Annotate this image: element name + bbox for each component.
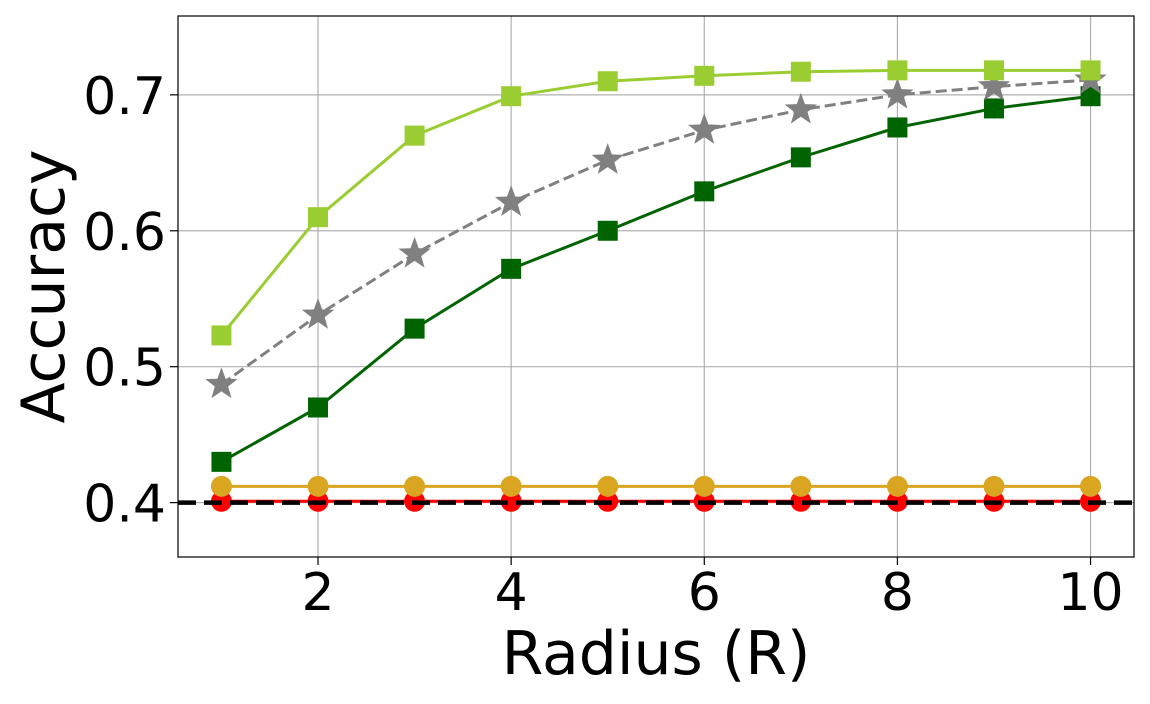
data-point bbox=[307, 475, 329, 497]
data-point bbox=[790, 475, 812, 497]
x-tick-label: 4 bbox=[495, 563, 528, 623]
data-point bbox=[404, 125, 425, 146]
y-tick-label: 0.5 bbox=[83, 339, 166, 399]
y-tick-layer: 0.4 0.5 0.6 0.7 bbox=[83, 67, 178, 535]
x-tick-layer: 2 4 6 8 10 bbox=[301, 557, 1124, 623]
data-point bbox=[597, 71, 618, 92]
x-tick-label: 10 bbox=[1057, 563, 1123, 623]
data-point bbox=[983, 475, 1005, 497]
y-tick-label: 0.6 bbox=[83, 203, 166, 263]
data-point bbox=[211, 325, 232, 346]
x-tick-label: 8 bbox=[881, 563, 914, 623]
data-point bbox=[693, 475, 715, 497]
data-point bbox=[977, 69, 1011, 101]
x-axis-label: Radius (R) bbox=[502, 619, 811, 689]
data-point bbox=[983, 60, 1004, 81]
data-point bbox=[501, 86, 522, 107]
data-point bbox=[886, 475, 908, 497]
data-point bbox=[790, 490, 812, 512]
data-point bbox=[688, 113, 721, 144]
data-point bbox=[983, 98, 1004, 119]
data-point bbox=[597, 475, 619, 497]
data-point bbox=[694, 65, 715, 86]
data-point bbox=[404, 318, 425, 339]
data-point bbox=[881, 77, 914, 109]
series-line bbox=[220, 78, 1091, 386]
series-0 bbox=[211, 60, 1101, 346]
data-point bbox=[1080, 86, 1101, 107]
data-point bbox=[887, 60, 908, 81]
series-line bbox=[220, 68, 1091, 337]
data-point bbox=[308, 397, 329, 418]
data-point bbox=[694, 181, 715, 202]
data-point bbox=[301, 298, 335, 329]
data-point bbox=[494, 185, 528, 216]
data-point bbox=[784, 92, 818, 124]
data-point bbox=[308, 207, 329, 228]
data-point bbox=[501, 258, 522, 279]
data-point bbox=[500, 490, 522, 512]
x-tick-label: 2 bbox=[301, 563, 334, 623]
x-tick-label: 6 bbox=[688, 563, 721, 623]
data-point bbox=[790, 147, 811, 168]
data-point bbox=[790, 61, 811, 82]
plot-frame bbox=[177, 15, 1135, 558]
data-point bbox=[887, 117, 908, 138]
data-point bbox=[597, 220, 618, 241]
series-3 bbox=[210, 475, 1102, 497]
data-point bbox=[205, 367, 238, 399]
series-line bbox=[220, 94, 1091, 464]
data-point bbox=[1080, 475, 1102, 497]
data-point bbox=[404, 475, 426, 497]
data-point bbox=[210, 475, 232, 497]
series-layer bbox=[205, 60, 1107, 512]
grid-layer bbox=[178, 16, 1134, 557]
y-tick-label: 0.7 bbox=[83, 67, 166, 127]
y-tick-label: 0.4 bbox=[83, 475, 166, 535]
data-point bbox=[398, 236, 431, 268]
y-axis-label: Accuracy bbox=[9, 150, 79, 424]
data-point bbox=[500, 475, 522, 497]
data-point bbox=[591, 143, 624, 174]
data-point bbox=[1080, 60, 1101, 81]
data-point bbox=[211, 451, 232, 472]
series-2 bbox=[211, 86, 1101, 472]
